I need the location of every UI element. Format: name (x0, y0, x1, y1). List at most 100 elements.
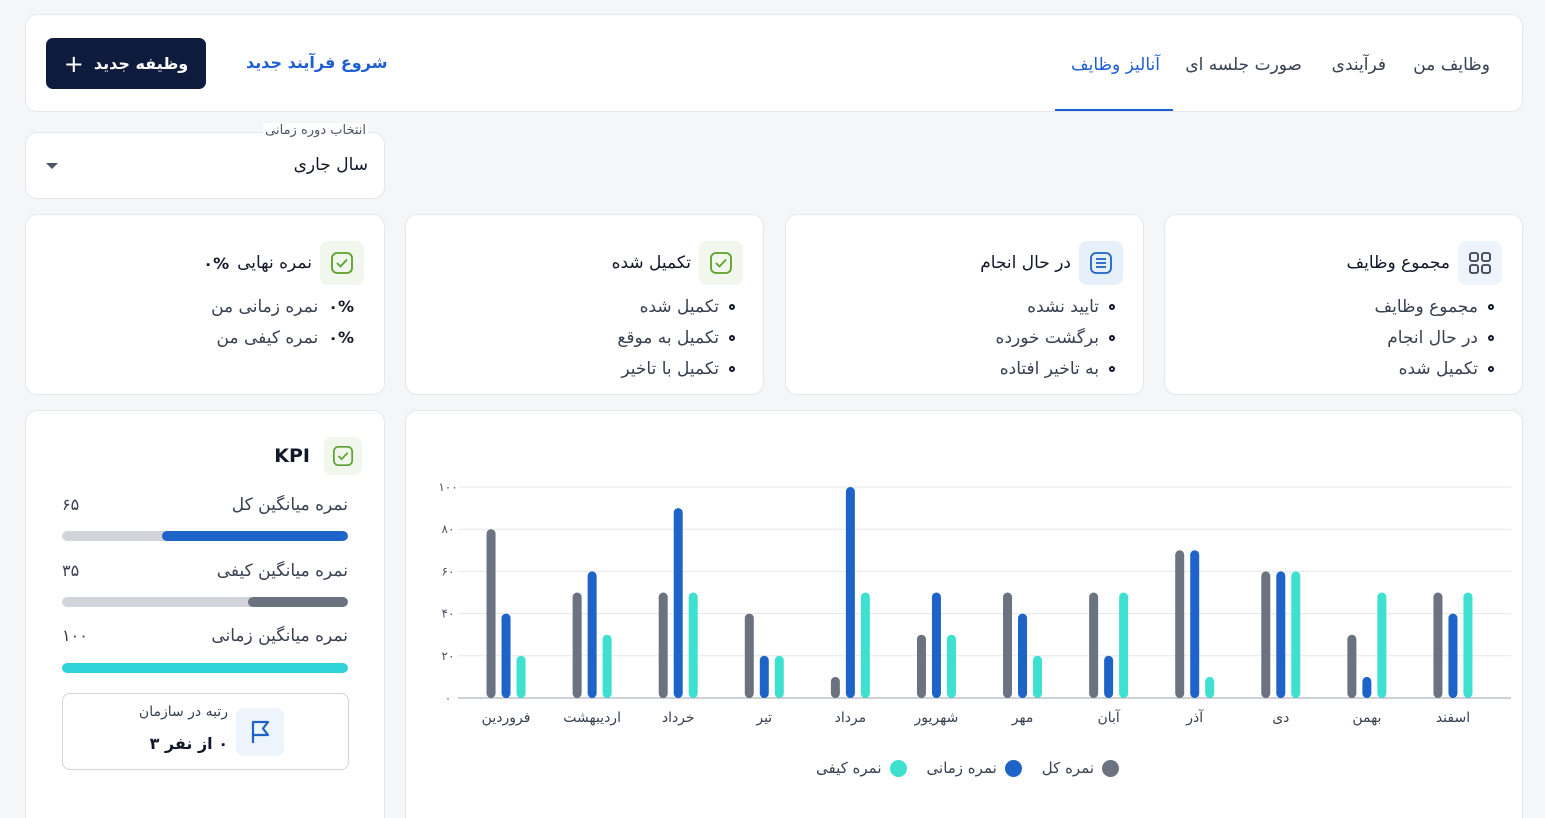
legend-dot (889, 759, 907, 777)
tab-my-tasks[interactable]: وظایف من (1413, 55, 1490, 75)
stat-card-total: مجموع وظایف مجموع وظایف در حال انجام تکم… (1164, 214, 1523, 395)
check-icon (324, 437, 362, 475)
kpi-value: ۱۰۰ (62, 626, 88, 645)
bar-quality (946, 634, 956, 698)
bar-time (1362, 676, 1372, 698)
bar-quality (516, 655, 526, 698)
period-value: سال جاری (293, 155, 368, 175)
bar-time (1448, 613, 1458, 698)
y-tick-label: ۲۰ (442, 649, 455, 663)
org-rank-box: رتبه در سازمان ۰ از نفر ۳ (62, 693, 349, 770)
legend-label: نمره زمانی (926, 759, 997, 777)
bar-time (1018, 613, 1028, 698)
bar-total (1347, 634, 1357, 698)
x-tick-label: اسفند (1436, 710, 1470, 726)
tab-minutes[interactable]: صورت جلسه ای (1185, 55, 1302, 75)
new-task-button[interactable]: وظیفه جدید + (46, 38, 206, 89)
rank-label: رتبه در سازمان (138, 704, 228, 720)
bar-quality (688, 592, 698, 698)
x-tick-label: مرداد (835, 710, 867, 726)
legend-item[interactable]: نمره زمانی (927, 759, 1022, 777)
x-tick-label: تیر (755, 710, 772, 726)
kpi-label: نمره میانگین کیفی (216, 561, 348, 581)
list-item: ۰% نمره زمانی من (211, 296, 354, 317)
bar-total (1433, 592, 1443, 698)
legend-item[interactable]: نمره کیفی (816, 759, 907, 777)
legend-label: نمره کیفی (816, 759, 882, 777)
bar-time (931, 592, 941, 698)
list-item: تکمیل شده (1375, 353, 1494, 384)
kpi-progress-bar (62, 597, 348, 607)
plus-icon: + (63, 49, 84, 78)
bar-quality (1291, 571, 1301, 698)
kpi-progress-bar (62, 663, 348, 673)
bar-total (744, 613, 754, 698)
bar-time (1104, 655, 1114, 698)
y-tick-label: ۸۰ (442, 522, 455, 536)
bar-total (1175, 550, 1185, 698)
kpi-progress-bar (62, 531, 348, 541)
kpi-title: KPI (274, 445, 310, 467)
tab-task-analysis[interactable]: آنالیز وظایف (1071, 55, 1160, 75)
period-label: انتخاب دوره زمانی (263, 123, 368, 138)
start-process-link[interactable]: شروع فرآیند جدید (246, 53, 388, 72)
bar-total (1261, 571, 1271, 698)
bar-quality (1205, 676, 1215, 698)
bar-time (759, 655, 769, 698)
bar-quality (1033, 655, 1043, 698)
check-icon (699, 241, 743, 285)
list-item: تکمیل با تاخیر (617, 353, 735, 384)
stat-title: تکمیل شده (611, 253, 691, 273)
legend-item[interactable]: نمره کل (1041, 759, 1120, 777)
bar-time (673, 508, 683, 698)
kpi-card: KPI نمره میانگین کل ۶۵ نمره میانگین کیفی… (25, 410, 385, 818)
kpi-value: ۳۵ (62, 561, 80, 580)
top-nav: وظایف من فرآیندی صورت جلسه ای آنالیز وظا… (25, 14, 1523, 112)
x-tick-label: فروردین (482, 710, 531, 726)
bar-total (658, 592, 668, 698)
x-tick-label: آبان (1097, 709, 1120, 726)
bar-quality (774, 655, 784, 698)
y-tick-label: ۴۰ (442, 607, 455, 621)
list-item: مجموع وظایف (1375, 291, 1494, 322)
chart-legend: نمره کل نمره زمانی نمره کیفی (816, 759, 1120, 777)
y-tick-label: ۰ (445, 691, 451, 705)
bar-quality (860, 592, 870, 698)
stat-card-final-score: نمره نهایی ۰% ۰% نمره زمانی من ۰% نمره کیف… (25, 214, 385, 395)
bar-total (916, 634, 926, 698)
bar-chart: ۰ ۲۰ ۴۰ ۶۰ ۸۰ ۱۰۰ اسفند بهمن دی آذر آبان مهر شهریور م… (438, 480, 1511, 726)
check-icon (320, 241, 364, 285)
stat-title: مجموع وظایف (1346, 253, 1451, 273)
y-tick-label: ۶۰ (442, 564, 455, 578)
kpi-label: نمره میانگین زمانی (211, 626, 348, 646)
list-item: ۰% نمره کیفی من (216, 327, 355, 348)
legend-dot (1004, 759, 1022, 777)
list-item: تکمیل به موقع (617, 322, 735, 353)
kpi-value: ۶۵ (62, 495, 80, 514)
kpi-label: نمره میانگین کل (231, 495, 348, 515)
x-tick-label: خرداد (662, 710, 695, 726)
caret-down-icon (46, 163, 58, 169)
bar-quality (1377, 592, 1387, 698)
stat-card-completed: تکمیل شده تکمیل شده تکمیل به موقع تکمیل … (405, 214, 764, 395)
y-tick-label: ۱۰۰ (438, 480, 457, 494)
bar-quality (602, 634, 612, 698)
bar-time (845, 487, 855, 698)
monthly-scores-chart: ۰ ۲۰ ۴۰ ۶۰ ۸۰ ۱۰۰ اسفند بهمن دی آذر آبان مهر شهریور م… (405, 410, 1523, 818)
final-score-value: ۰% (203, 253, 230, 273)
bar-total (1003, 592, 1013, 698)
kpi-progress-fill (247, 597, 348, 607)
legend-dot (1102, 759, 1120, 777)
x-tick-label: دی (1272, 710, 1289, 726)
bar-time (1190, 550, 1200, 698)
list-icon (1079, 241, 1123, 285)
tab-process[interactable]: فرآیندی (1331, 55, 1386, 75)
stat-card-in-progress: در حال انجام تایید نشده برگشت خورده به ت… (785, 214, 1144, 395)
bar-time (501, 613, 511, 698)
bar-total (1089, 592, 1099, 698)
legend-label: نمره کل (1041, 759, 1095, 777)
period-select[interactable]: انتخاب دوره زمانی سال جاری (25, 123, 385, 199)
list-item: در حال انجام (1375, 322, 1494, 353)
active-tab-indicator (1055, 109, 1173, 111)
list-item: تایید نشده (996, 291, 1115, 322)
